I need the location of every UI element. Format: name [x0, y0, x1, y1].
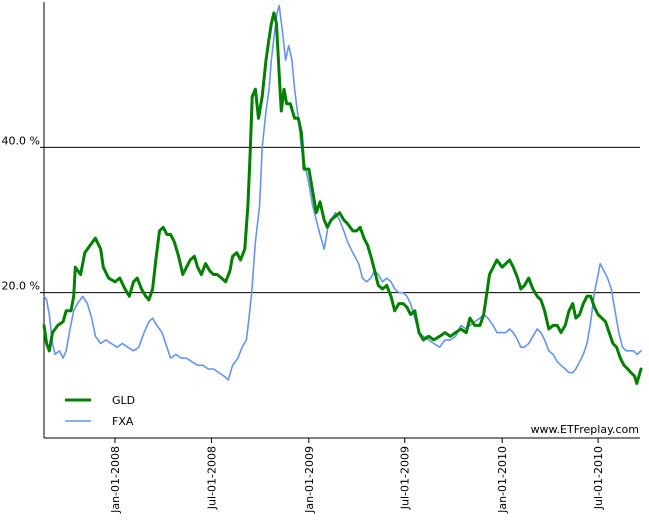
axes: 20.0 % 40.0 % Jan-01-2008 Jul-01-2008 Jan-01…	[2, 2, 640, 514]
series-line-fxa	[43, 4, 642, 381]
x-tick-label: Jul-01-2010	[592, 446, 605, 510]
x-tick-label: Jul-01-2009	[399, 446, 412, 510]
x-tick-label: Jan-01-2008	[109, 446, 122, 514]
series-lines	[42, 4, 643, 385]
y-tick-label: 20.0 %	[2, 280, 40, 293]
grid-lines	[40, 146, 640, 294]
x-tick-label: Jul-01-2008	[205, 446, 218, 510]
x-tick-label: Jan-01-2009	[303, 446, 316, 514]
x-tick-label: Jan-01-2010	[496, 446, 509, 514]
legend: GLD FXA	[65, 394, 135, 428]
legend-label-fxa: FXA	[112, 415, 134, 428]
series-line-gld	[42, 11, 643, 385]
watermark-text: www.ETFreplay.com	[531, 423, 639, 436]
y-tick-label: 40.0 %	[2, 134, 40, 147]
legend-label-gld: GLD	[112, 394, 135, 407]
